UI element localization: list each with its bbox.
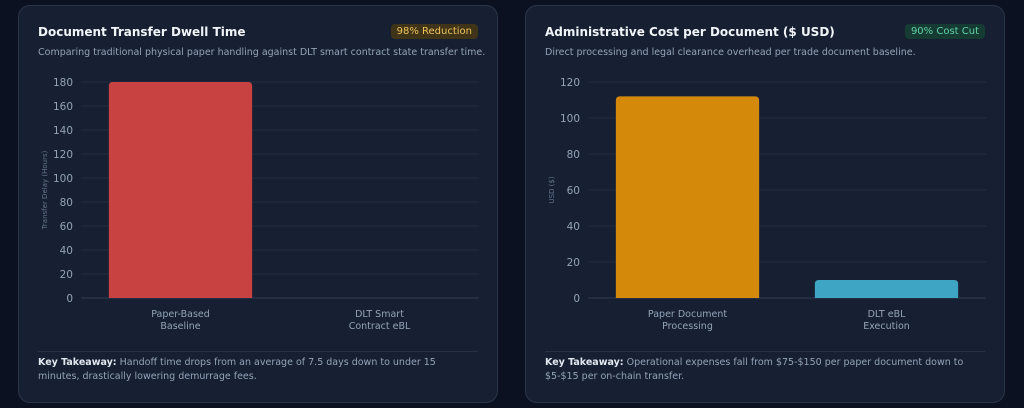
y-tick-label: 80 (60, 197, 73, 209)
y-tick-label: 0 (573, 293, 580, 305)
bar[interactable] (108, 82, 253, 298)
divider (545, 351, 985, 352)
y-tick-label: 100 (560, 113, 580, 125)
y-tick-label: 140 (53, 125, 73, 137)
key-takeaway: Key Takeaway: Operational expenses fall … (545, 356, 985, 384)
y-tick-label: 80 (567, 149, 580, 161)
y-tick-label: 180 (53, 77, 73, 89)
x-category-label: DLT eBL (868, 309, 906, 320)
transfer-time-card: Document Transfer Dwell Time 98% Reducti… (18, 5, 498, 403)
x-category-label: Baseline (160, 321, 200, 332)
takeaway-text: Operational expenses fall from $75-$150 … (545, 357, 964, 382)
card-title: Document Transfer Dwell Time (38, 25, 246, 39)
card-subtitle: Direct processing and legal clearance ov… (545, 47, 916, 58)
y-tick-label: 20 (567, 257, 580, 269)
takeaway-label: Key Takeaway: (545, 357, 624, 368)
x-category-label: Paper-Based (151, 309, 210, 320)
y-tick-label: 100 (53, 173, 73, 185)
card-subtitle: Comparing traditional physical paper han… (38, 47, 486, 58)
takeaway-label: Key Takeaway: (38, 357, 117, 368)
divider (38, 351, 478, 352)
y-tick-label: 60 (567, 185, 580, 197)
y-tick-label: 160 (53, 101, 73, 113)
y-tick-label: 40 (60, 245, 73, 257)
takeaway-text: Handoff time drops from an average of 7.… (38, 357, 436, 382)
bar[interactable] (615, 96, 760, 299)
y-tick-label: 40 (567, 221, 580, 233)
bar[interactable] (814, 280, 959, 298)
x-category-label: Execution (863, 321, 910, 332)
card-title: Administrative Cost per Document ($ USD) (545, 25, 835, 39)
x-category-label: Processing (662, 321, 713, 332)
admin-cost-card: Administrative Cost per Document ($ USD)… (525, 5, 1005, 403)
key-takeaway: Key Takeaway: Handoff time drops from an… (38, 356, 478, 384)
admin-cost-chart: 0 20 40 60 80 100 120 USD ($) Paper DocumentProc… (548, 77, 986, 332)
y-tick-label: 0 (66, 293, 73, 305)
y-tick-label: 60 (60, 221, 73, 233)
reduction-badge: 98% Reduction (390, 24, 478, 39)
y-tick-label: 20 (60, 269, 73, 281)
cost-cut-badge: 90% Cost Cut (904, 24, 985, 39)
x-category-label: Paper Document (648, 309, 727, 320)
x-category-label: DLT Smart (355, 309, 404, 320)
x-category-label: Contract eBL (349, 321, 411, 332)
y-tick-label: 120 (560, 77, 580, 89)
y-axis-title: Transfer Delay (Hours) (41, 150, 49, 230)
transfer-time-chart: 0 20 40 60 80 100 120 140 160 180 Transfer Delay (… (41, 77, 479, 332)
y-axis-title: USD ($) (548, 176, 556, 203)
y-tick-label: 120 (53, 149, 73, 161)
